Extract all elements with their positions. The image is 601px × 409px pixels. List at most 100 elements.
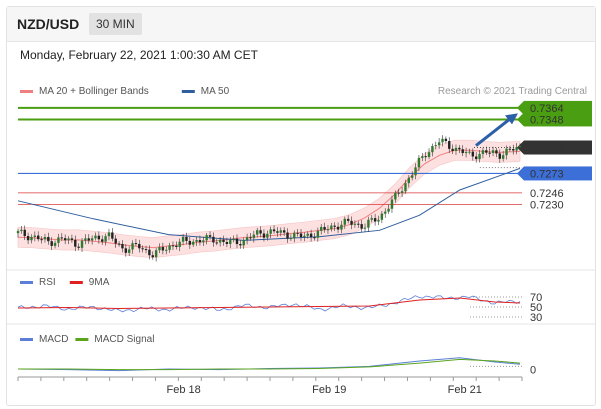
candle-body-12	[57, 237, 60, 243]
candle-body-121	[424, 156, 427, 158]
candle-body-63	[229, 240, 232, 244]
candle-body-132	[461, 149, 464, 154]
macd-legend-swatch-1	[75, 338, 89, 341]
candle-body-77	[276, 231, 279, 233]
candle-body-22	[90, 238, 94, 241]
price-legend-label-0: MA 20 + Bollinger Bands	[39, 86, 149, 97]
candle-body-146	[508, 148, 512, 150]
candle-body-32	[124, 248, 128, 253]
level-badge-3	[524, 166, 592, 181]
candle-body-144	[501, 155, 505, 159]
candle-body-65	[235, 238, 239, 245]
forecast-arrow-shaft	[475, 116, 513, 147]
level-label-5: 0.7230	[530, 199, 564, 211]
candle-body-23	[94, 235, 97, 239]
candle-body-73	[262, 233, 266, 238]
candle-body-124	[434, 145, 437, 147]
candle-body-107	[377, 219, 380, 222]
candle-body-93	[330, 225, 333, 230]
candle-body-59	[215, 242, 218, 244]
candle-body-109	[384, 211, 387, 214]
candle-body-1	[20, 229, 23, 232]
candle-body-46	[171, 245, 175, 247]
candle-body-68	[245, 237, 249, 241]
candle-body-97	[343, 218, 347, 225]
level-label-0: 0.7364	[530, 103, 564, 115]
candle-body-28	[111, 232, 114, 239]
candle-body-138	[481, 150, 485, 154]
candle-body-79	[282, 230, 286, 233]
candle-body-87	[309, 233, 313, 238]
candle-body-57	[208, 235, 212, 237]
candle-body-136	[475, 156, 478, 160]
candle-body-61	[222, 239, 225, 243]
level-badge-tip-3	[517, 166, 524, 181]
candle-body-128	[448, 141, 451, 149]
candle-body-134	[468, 151, 471, 153]
candle-body-53	[195, 239, 198, 242]
candle-body-34	[131, 243, 134, 250]
candle-body-99	[350, 220, 353, 225]
candle-body-91	[323, 226, 326, 230]
candle-body-51	[188, 240, 192, 245]
candle-body-16	[70, 238, 74, 240]
datetime-label: Monday, February 22, 2021 1:00:30 AM CET	[20, 48, 258, 62]
candle-body-83	[296, 232, 299, 234]
candle-body-118	[414, 167, 417, 176]
candle-body-15	[67, 238, 70, 241]
candle-body-21	[87, 238, 90, 241]
candle-body-54	[198, 239, 202, 243]
candle-body-76	[272, 229, 276, 232]
candle-body-143	[498, 153, 501, 159]
candle-body-142	[495, 150, 498, 154]
candle-body-101	[357, 223, 360, 225]
candle-body-119	[417, 157, 421, 168]
candle-body-116	[407, 177, 411, 184]
candle-body-123	[431, 146, 434, 153]
candle-body-125	[437, 142, 441, 146]
ma50-line	[17, 167, 521, 241]
candle-body-50	[185, 236, 188, 241]
candle-body-42	[158, 247, 161, 251]
candle-body-139	[485, 150, 488, 153]
candle-body-102	[360, 224, 363, 229]
candle-body-7	[40, 239, 43, 241]
period-badge[interactable]: 30 MIN	[89, 13, 142, 35]
candle-body-115	[404, 183, 407, 192]
level-badge-1	[524, 112, 592, 127]
candle-body-105	[370, 218, 373, 220]
rsi-legend-label-1: 9MA	[89, 277, 110, 288]
candle-body-38	[144, 249, 148, 251]
candle-body-72	[259, 230, 262, 234]
level-badge-tip-2	[517, 140, 524, 155]
candle-body-3	[26, 236, 30, 241]
macd-legend-label-0: MACD	[39, 334, 68, 345]
candle-body-94	[333, 225, 336, 227]
candle-body-55	[202, 240, 205, 243]
candle-body-90	[320, 226, 323, 231]
rsi-ma-line	[17, 297, 521, 310]
level-label-2: 0.7309	[530, 143, 564, 155]
macd-legend-label-1: MACD Signal	[94, 334, 154, 345]
candle-body-47	[175, 245, 178, 247]
level-badge-tip-0	[517, 100, 524, 115]
candle-body-85	[303, 235, 306, 238]
candle-body-37	[141, 248, 144, 250]
candle-body-129	[451, 148, 454, 152]
x-tick-label-0: Feb 18	[167, 384, 201, 396]
candle-body-30	[117, 243, 121, 245]
price-legend-swatch-1	[181, 90, 195, 93]
candle-body-86	[306, 233, 309, 236]
level-badge-2	[524, 140, 592, 155]
rsi-tick-0: 70	[530, 292, 542, 304]
candle-body-113	[397, 192, 400, 194]
candle-body-29	[114, 238, 117, 244]
candle-body-110	[387, 208, 390, 212]
level-label-1: 0.7348	[530, 114, 564, 126]
symbol-label: NZD/USD	[17, 16, 80, 32]
candle-body-74	[266, 233, 269, 238]
candle-body-133	[464, 151, 468, 154]
macd-signal-line	[18, 358, 521, 371]
chart-header: NZD/USD 30 MIN	[7, 7, 595, 42]
